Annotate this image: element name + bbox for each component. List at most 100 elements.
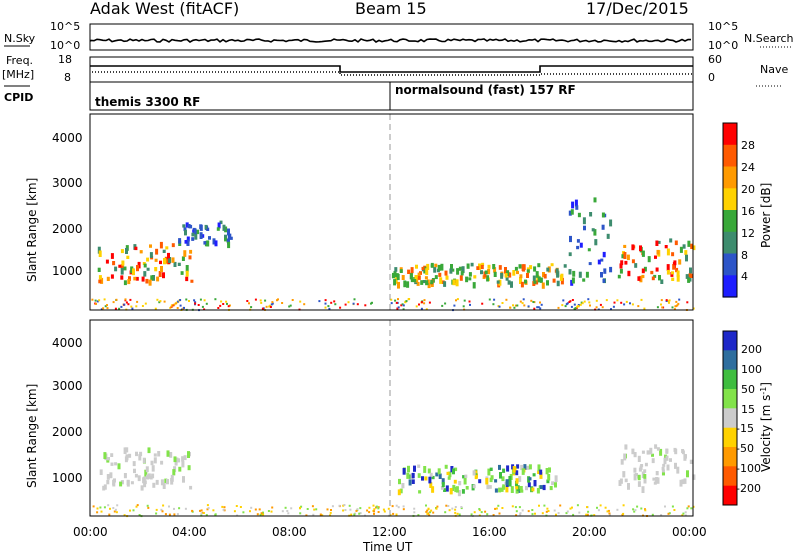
- velocity-noise-cell: [607, 509, 610, 512]
- power-echo-cell: [563, 264, 567, 268]
- power-echo-cell: [689, 267, 692, 274]
- velocity-echo-cell: [651, 453, 654, 457]
- velocity-noise-cell: [239, 506, 242, 508]
- power-echo-cell: [543, 273, 547, 279]
- velocity-echo-cell: [684, 454, 687, 459]
- velocity-echo-cell: [637, 455, 641, 462]
- velocity-echo-cell: [142, 457, 146, 464]
- power-echo-cell: [105, 259, 109, 264]
- velocity-noise-cell: [147, 506, 150, 509]
- power-noise-cell: [537, 306, 540, 309]
- power-noise-cell: [402, 308, 405, 311]
- power-echo-cell: [623, 244, 627, 248]
- velocity-echo-cell: [125, 454, 129, 461]
- power-echo-cell: [443, 281, 447, 287]
- velocity-noise-cell: [342, 509, 345, 512]
- power-ytick-1000: 1000: [52, 264, 83, 278]
- power-noise-cell: [103, 298, 106, 301]
- power-echo-cell: [619, 268, 623, 274]
- power-echo-cell: [152, 275, 155, 281]
- power-echo-cell: [165, 246, 169, 250]
- power-noise-cell: [130, 305, 133, 308]
- velocity-noise-cell: [262, 513, 265, 516]
- velocity-echo-cell: [551, 481, 555, 486]
- power-echo-cell: [687, 277, 691, 283]
- power-echo-cell: [468, 277, 472, 281]
- velocity-noise-cell: [634, 509, 637, 512]
- velocity-noise-cell: [684, 514, 687, 517]
- power-noise-cell: [629, 302, 631, 305]
- velocity-noise-cell: [531, 513, 534, 516]
- velocity-colorbar-cell: [723, 389, 737, 409]
- power-noise-cell: [124, 298, 127, 301]
- velocity-echo-cell: [429, 472, 433, 477]
- velocity-cbar-200: 200: [741, 343, 762, 356]
- power-noise-cell: [673, 308, 676, 311]
- velocity-noise-cell: [460, 507, 463, 510]
- power-noise-cell: [599, 303, 602, 306]
- velocity-echo-cell: [640, 464, 644, 468]
- power-echo-cell: [98, 275, 102, 280]
- power-echo-cell: [687, 240, 691, 247]
- power-echo-cell: [229, 236, 233, 240]
- power-echo-cell: [100, 277, 104, 284]
- power-echo-cell: [196, 229, 200, 235]
- power-echo-cell: [692, 245, 696, 251]
- power-echo-cell: [576, 245, 580, 250]
- power-echo-cell: [114, 266, 118, 272]
- power-echo-cell: [601, 224, 605, 230]
- power-echo-cell: [546, 280, 549, 286]
- power-noise-cell: [112, 301, 115, 304]
- cpid-strip: CPID themis 3300 RF normalsound (fast) 1…: [4, 81, 694, 111]
- power-echo-cell: [212, 238, 216, 245]
- power-noise-cell: [425, 308, 428, 311]
- velocity-echo-cell: [450, 466, 454, 473]
- velocity-echo-cell: [655, 471, 659, 476]
- velocity-echo-cell: [440, 486, 444, 490]
- power-noise-cell: [665, 299, 668, 302]
- velocity-noise-cell: [200, 512, 203, 515]
- velocity-noise-cell: [178, 507, 181, 510]
- velocity-noise-cell: [425, 510, 428, 513]
- velocity-echo-cell: [515, 486, 519, 490]
- power-echo-cell: [591, 228, 595, 232]
- velocity-echo-cell: [423, 466, 427, 473]
- power-echo-cell: [135, 276, 139, 281]
- velocity-noise-cell: [129, 509, 131, 512]
- velocity-echo-cell: [452, 468, 455, 475]
- power-echo-cell: [577, 212, 581, 218]
- velocity-echo-cell: [525, 485, 528, 491]
- velocity-noise-cell: [260, 512, 263, 515]
- power-noise-cell: [225, 300, 228, 303]
- velocity-noise-cell: [262, 511, 264, 514]
- nave-tick-top: 60: [708, 53, 722, 66]
- power-echo-cell: [393, 279, 397, 286]
- power-echo-cell: [660, 279, 664, 284]
- velocity-echo-cell: [99, 469, 103, 475]
- velocity-noise-cell: [515, 510, 518, 513]
- velocity-echo-cell: [633, 473, 637, 481]
- station-title: Adak West (fitACF): [90, 0, 239, 18]
- velocity-echo-cell: [458, 481, 462, 486]
- velocity-noise-cell: [173, 513, 176, 516]
- power-echo-cell: [678, 259, 682, 265]
- velocity-echo-cell: [421, 476, 424, 481]
- velocity-echo-cell: [554, 475, 558, 482]
- power-echo-cell: [139, 250, 143, 254]
- velocity-noise-cell: [271, 506, 274, 509]
- velocity-echo-cell: [143, 482, 147, 488]
- velocity-echo-cell: [472, 470, 476, 476]
- velocity-echo-cell: [512, 466, 516, 473]
- velocity-echo-cell: [472, 484, 476, 489]
- velocity-echo-cell: [537, 464, 541, 472]
- power-echo-cell: [552, 278, 556, 283]
- velocity-echo-cell: [669, 458, 672, 462]
- velocity-noise-cell: [359, 507, 362, 510]
- velocity-noise-cell: [395, 513, 398, 516]
- power-noise-cell: [371, 301, 373, 304]
- power-echo-cell: [466, 263, 470, 269]
- velocity-echo-cell: [663, 457, 667, 465]
- velocity-echo-cell: [505, 486, 509, 493]
- power-noise-cell: [462, 305, 465, 308]
